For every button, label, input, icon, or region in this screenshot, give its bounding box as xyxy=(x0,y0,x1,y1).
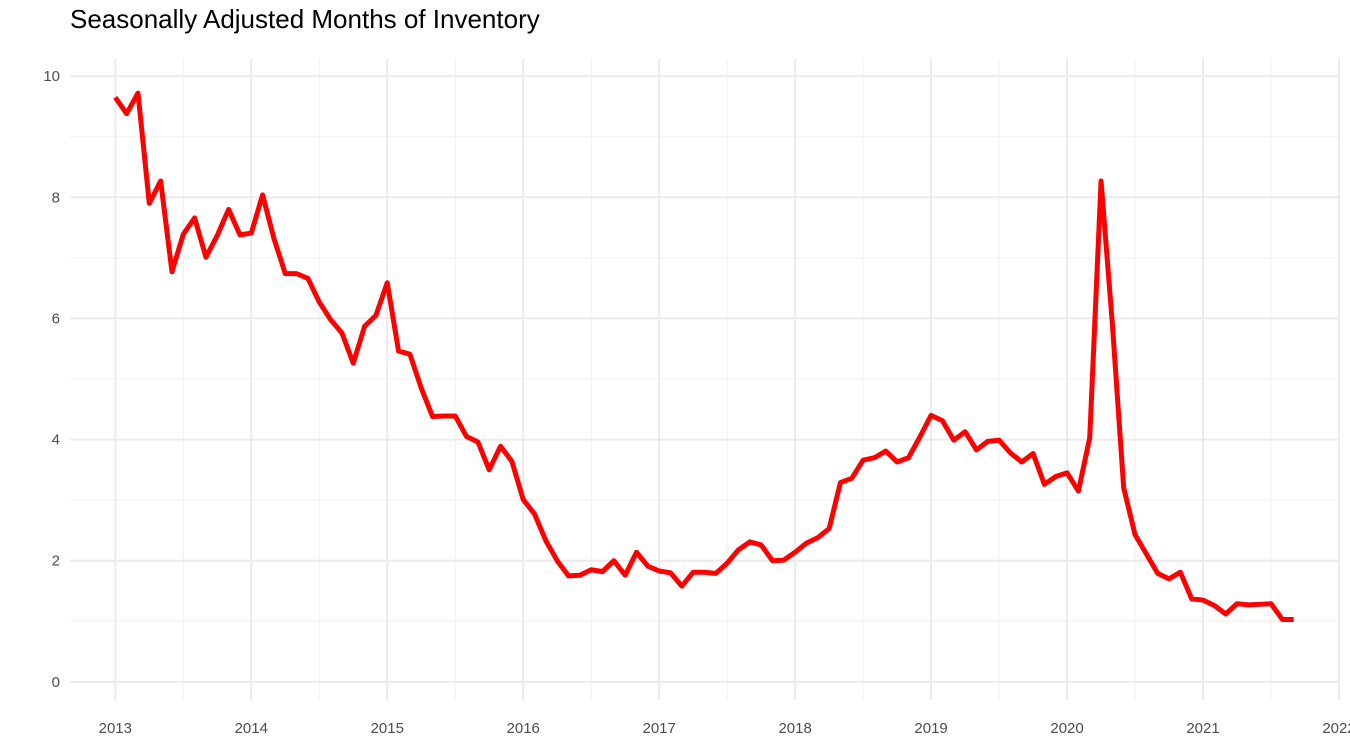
x-tick-label: 2014 xyxy=(235,720,268,737)
x-tick-label: 2017 xyxy=(642,720,675,737)
y-tick-label: 2 xyxy=(52,553,60,570)
x-tick-label: 2019 xyxy=(914,720,947,737)
y-tick-label: 0 xyxy=(52,674,60,691)
x-tick-label: 2021 xyxy=(1186,720,1219,737)
y-tick-label: 4 xyxy=(52,432,60,449)
chart-title: Seasonally Adjusted Months of Inventory xyxy=(70,4,540,34)
x-tick-label: 2013 xyxy=(99,720,132,737)
x-tick-label: 2018 xyxy=(778,720,811,737)
grid-minor xyxy=(70,58,1339,700)
y-axis-tick-labels: 0 2 4 6 8 10 xyxy=(43,68,60,691)
y-tick-label: 8 xyxy=(52,189,60,206)
y-tick-label: 10 xyxy=(43,68,60,85)
y-tick-label: 6 xyxy=(52,310,60,327)
grid-major xyxy=(70,58,1340,700)
x-tick-label: 2022 xyxy=(1322,720,1350,737)
series-layer xyxy=(113,90,1294,622)
x-tick-label: 2016 xyxy=(507,720,540,737)
x-axis-tick-labels: 2013 2014 2015 2016 2017 2018 2019 2020 2021 2022 xyxy=(99,720,1350,737)
x-tick-label: 2020 xyxy=(1050,720,1083,737)
x-tick-label: 2015 xyxy=(371,720,404,737)
series-line xyxy=(113,90,1294,622)
